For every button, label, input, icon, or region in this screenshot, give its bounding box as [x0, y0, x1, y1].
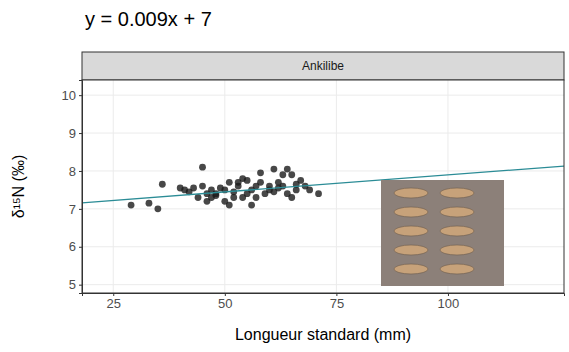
y-tick-label: 6 — [69, 239, 76, 254]
point — [284, 166, 291, 173]
point — [146, 200, 153, 207]
point — [226, 202, 233, 209]
x-tick-label: 50 — [218, 296, 232, 311]
photo-fish — [394, 226, 428, 236]
y-axis-line — [79, 81, 83, 294]
grid-line-y — [82, 133, 564, 134]
y-tick: 9 — [69, 126, 82, 141]
title: y = 0.009x + 7 — [85, 8, 212, 30]
photo-fish — [440, 188, 474, 198]
x-tick-label: 75 — [330, 296, 344, 311]
point — [306, 187, 313, 194]
y-tick: 8 — [69, 164, 82, 179]
grid-line-x — [113, 80, 114, 293]
x-axis-title: Longueur standard (mm) — [235, 326, 411, 343]
point — [226, 179, 233, 186]
point — [288, 194, 295, 201]
point — [244, 177, 251, 184]
photo-fish — [440, 207, 474, 217]
point — [288, 171, 295, 178]
point — [293, 187, 300, 194]
point — [257, 169, 264, 176]
y-tick-mark — [79, 247, 82, 248]
point — [128, 202, 135, 209]
point — [297, 177, 304, 184]
photo-fish — [394, 264, 428, 274]
grid-line-x — [336, 80, 337, 293]
panel-border — [82, 80, 564, 293]
x-axis-line — [83, 294, 565, 297]
panel-background — [82, 80, 564, 293]
point — [212, 190, 219, 197]
y-tick: 7 — [69, 202, 82, 217]
chart: y = 0.009x + 7 Ankilibe 25 50 75 100 5 6 7 8 9 10 Lo… — [0, 0, 569, 352]
point — [253, 194, 260, 201]
photo-fish — [440, 264, 474, 274]
y-tick-mark — [79, 171, 82, 172]
photo-background — [381, 180, 504, 286]
y-tick-label: 9 — [69, 126, 76, 141]
point — [315, 190, 322, 197]
x-tick-label: 25 — [107, 296, 121, 311]
photo-fish — [440, 245, 474, 255]
photo-fish — [394, 207, 428, 217]
inset-photo — [381, 180, 504, 286]
point — [195, 194, 202, 201]
y-tick-mark — [79, 285, 82, 286]
grid-line-y — [82, 95, 564, 96]
point — [257, 179, 264, 186]
y-tick-label: 7 — [69, 202, 76, 217]
y-tick-label: 5 — [69, 277, 76, 292]
y-tick-mark — [79, 209, 82, 210]
y-tick: 10 — [62, 88, 82, 103]
point — [248, 202, 255, 209]
x-tick: 25 — [107, 293, 121, 311]
facet-label: Ankilibe — [302, 59, 344, 73]
photo-fish — [394, 188, 428, 198]
x-axis: 25 50 75 100 — [83, 293, 565, 311]
point — [199, 164, 206, 171]
photo-fish — [440, 226, 474, 236]
grid-line-x — [224, 80, 225, 293]
facet-strip — [82, 52, 564, 80]
point — [159, 181, 166, 188]
y-tick: 5 — [69, 277, 82, 292]
y-tick: 6 — [69, 239, 82, 254]
x-tick: 50 — [218, 293, 232, 311]
y-tick-mark — [79, 95, 82, 96]
x-tick: 100 — [438, 293, 460, 311]
y-axis-title: δ¹⁵N (‰) — [10, 155, 27, 219]
y-tick-mark — [79, 133, 82, 134]
y-axis: 5 6 7 8 9 10 — [62, 81, 83, 294]
point — [279, 171, 286, 178]
point — [279, 183, 286, 190]
point — [190, 185, 197, 192]
point — [154, 205, 161, 212]
point — [271, 166, 278, 173]
x-tick-label: 100 — [438, 296, 460, 311]
point — [199, 183, 206, 190]
y-tick-label: 10 — [62, 88, 76, 103]
x-tick: 75 — [330, 293, 344, 311]
y-tick-label: 8 — [69, 164, 76, 179]
grid — [82, 80, 564, 293]
photo-fish — [394, 245, 428, 255]
